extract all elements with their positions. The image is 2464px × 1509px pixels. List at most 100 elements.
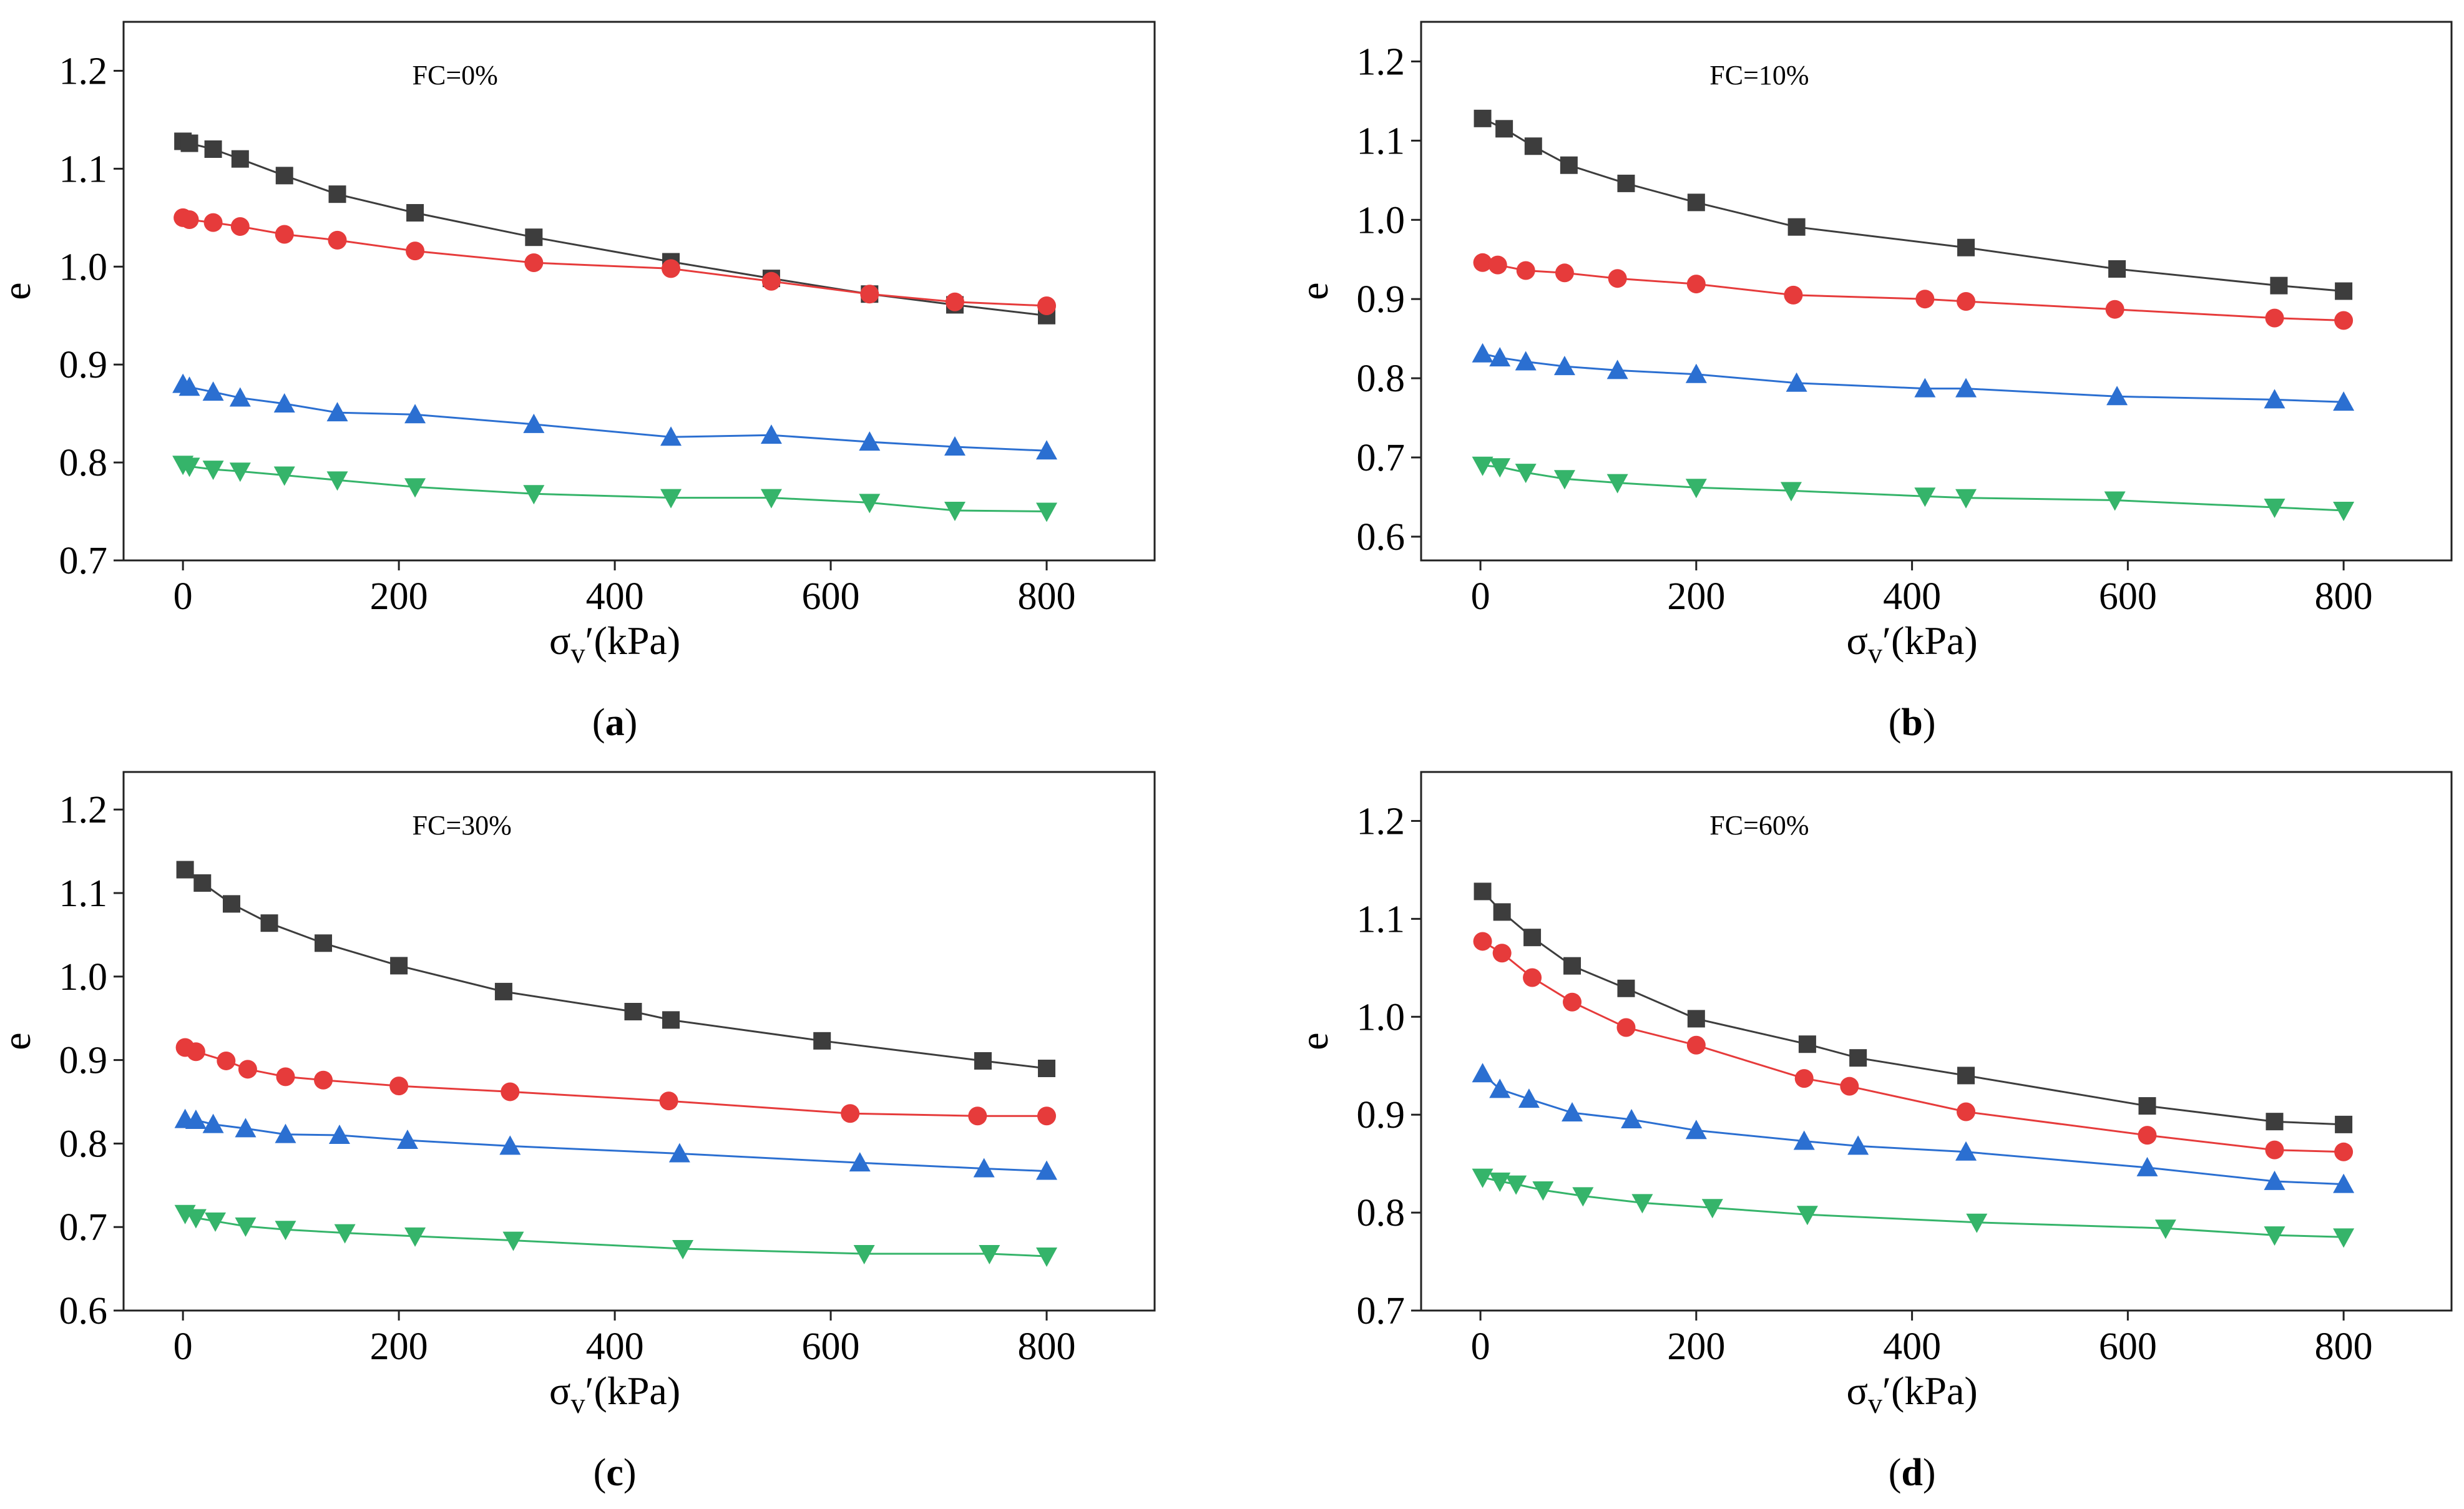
series-4-point [404,478,426,498]
series-4-point [2264,498,2286,518]
series-4-point [2104,491,2126,511]
series-2-point [230,217,250,236]
series-3-triangle-up [172,373,1058,460]
series-3-line [185,1118,1047,1173]
fines-content-annotation: FC=60% [1709,810,1809,841]
series-3-point [185,1109,207,1129]
series-1-point [231,150,249,168]
series-2-point [275,225,294,244]
series-1-point [1474,882,1492,901]
series-4-point [1701,1199,1723,1219]
series-3-point [328,1125,350,1145]
series-1-point [275,167,293,185]
series-4-point [2154,1219,2176,1239]
series-2-line [1482,940,2344,1153]
series-1-point [1687,193,1705,212]
y-axis-title: e [1292,1032,1336,1050]
x-tick-label: 0 [174,575,193,618]
series-1-point [1560,156,1578,174]
series-3-point [1562,1102,1583,1122]
series-1-point [204,140,222,158]
series-4-point [334,1224,356,1244]
x-tick-label: 200 [1667,575,1725,618]
series-4-point [660,489,682,509]
series-3-point [2264,1170,2286,1190]
x-tick-label: 400 [586,575,644,618]
series-2-circle [1473,932,2354,1161]
series-2-point [1957,1102,1976,1121]
series-4-point [1036,502,1058,522]
series-4-point [185,1209,207,1229]
x-tick-label: 600 [802,575,860,618]
x-axis-title-symbol: σ [549,1369,571,1413]
y-tick-label: 0.6 [1357,516,1406,559]
series-4-point [859,494,881,514]
series-4-point [1472,1168,1494,1188]
series-3-line [1482,1073,2344,1186]
series-4-point [2333,1228,2355,1248]
series-3-point [523,413,545,433]
series-2-point [217,1051,236,1070]
series-4-point [944,501,966,521]
series-3-point [1036,440,1058,460]
series-2-point [2105,300,2124,319]
panel-caption: (b) [1889,701,1936,744]
series-1-point [2335,1115,2353,1133]
series-4-point [672,1239,694,1259]
series-1-point [813,1032,831,1050]
x-tick-label: 0 [1471,575,1490,618]
series-4-point [1505,1175,1527,1195]
series-2-point [203,213,223,232]
plot-frame [122,21,1156,562]
series-1-point [390,957,408,975]
series-3-point [1786,372,1807,392]
y-tick-label: 0.8 [59,442,108,484]
series-4-point [1553,470,1575,490]
series-4-line [1482,464,2344,512]
series-1-line [1482,891,2344,1126]
series-3-point [1472,1063,1494,1083]
x-tick-label: 400 [586,1326,644,1368]
series-3-point [178,376,200,396]
y-tick-label: 1.1 [1357,898,1406,940]
series-2-point [1523,968,1542,987]
plot-frame [1420,771,2453,1312]
x-axis-title-subscript: v [1868,637,1882,669]
panel-b: 0 200 400 600 800 0.6 0.7 0.8 0.9 1.0 1.1 1.2 e σv′(k… [1292,21,2453,744]
x-axis-title-subscript: v [571,637,585,669]
panel-caption-letter: b [1901,701,1922,744]
series-3-triangle-up [174,1108,1058,1180]
series-4-line [1482,1176,2344,1238]
series-2-line [182,217,1047,307]
series-4-point [1472,456,1494,476]
panel-caption-letter: c [606,1452,623,1494]
y-tick-label: 0.7 [59,540,108,582]
series-2-point [276,1067,295,1087]
series-3-point [1914,378,1936,398]
series-2-point [1492,944,1512,963]
series-1-point [624,1003,642,1021]
series-2-point [524,253,544,272]
series-2-point [1840,1077,1859,1096]
y-tick-label: 1.0 [1357,199,1406,242]
series-3-point [668,1143,690,1163]
series-3-point [944,436,966,456]
x-axis-title-symbol: σ [1847,1369,1869,1413]
series-2-point [2334,311,2354,330]
y-tick-label: 0.8 [1357,358,1406,400]
panel-caption: (d) [1889,1452,1936,1494]
series-3-point [499,1135,521,1155]
series-2-circle [175,1038,1057,1126]
series-1-point [1687,1010,1705,1028]
series-4-triangle-down [172,456,1058,522]
y-tick-label: 0.8 [1357,1192,1406,1234]
y-tick-label: 1.0 [59,956,108,999]
series-2-point [406,242,425,261]
series-3-triangle-up [1472,1063,2355,1193]
series-3-point [1606,359,1628,379]
x-axis-title-unit: ′(kPa) [585,1369,681,1413]
panel-a: 0 200 400 600 800 0.7 0.8 0.9 1.0 1.1 1.2 e σv′(kPa)… [0,21,1156,744]
series-2-point [2265,308,2284,328]
series-3-point [973,1158,995,1178]
